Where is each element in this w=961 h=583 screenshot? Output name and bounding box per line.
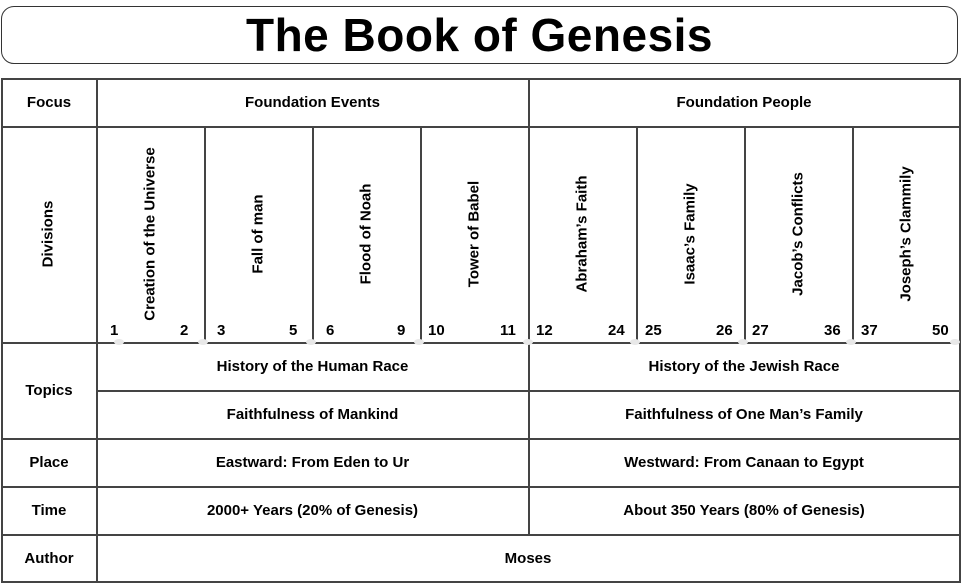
divider-dot — [630, 339, 640, 345]
table-bottom-border — [1, 581, 960, 583]
chapter-start-8: 37 — [861, 322, 878, 339]
division-name-8: Joseph’s Clammily — [897, 166, 915, 302]
row-label-focus: Focus — [26, 93, 72, 111]
divider-dot — [846, 339, 856, 345]
divider-dot — [414, 339, 424, 345]
place-right: Westward: From Canaan to Egypt — [624, 453, 864, 471]
division-name-5: Abraham’s Faith — [573, 175, 591, 293]
division-name-6: Isaac’s Family — [681, 183, 699, 285]
focus-left: Foundation Events — [245, 93, 380, 111]
table-right-border — [959, 78, 961, 583]
topics-right-1: History of the Jewish Race — [648, 357, 840, 375]
chapter-end-7: 36 — [824, 322, 841, 339]
division-divider-7 — [852, 126, 854, 342]
chapter-start-2: 3 — [217, 322, 226, 339]
time-left: 2000+ Years (20% of Genesis) — [206, 501, 419, 519]
divider-dot — [306, 339, 316, 345]
division-divider-3 — [420, 126, 422, 342]
row-divider-focus — [1, 126, 960, 128]
chapter-end-4: 11 — [500, 322, 516, 339]
focus-right: Foundation People — [676, 93, 812, 111]
divider-dot — [523, 339, 533, 345]
chapter-end-8: 50 — [932, 322, 949, 339]
division-name-4: Tower of Babel — [465, 180, 483, 288]
row-label-author: Author — [24, 549, 74, 567]
division-name-2: Fall of man — [249, 194, 267, 274]
division-divider-6 — [744, 126, 746, 342]
label-column-divider — [96, 78, 98, 583]
division-divider-2 — [312, 126, 314, 342]
chapter-end-3: 9 — [397, 322, 406, 339]
half-divider — [528, 78, 530, 534]
chapter-start-1: 1 — [110, 322, 119, 339]
topics-left-2: Faithfulness of Mankind — [226, 405, 399, 423]
row-label-divisions: Divisions — [39, 200, 57, 268]
page-title: The Book of Genesis — [245, 9, 714, 61]
chapter-start-6: 25 — [645, 322, 662, 339]
chapter-start-3: 6 — [326, 322, 335, 339]
divider-dot — [738, 339, 748, 345]
topics-right-2: Faithfulness of One Man’s Family — [625, 405, 863, 423]
row-divider-place — [1, 486, 960, 488]
divider-dot — [114, 339, 124, 345]
row-divider-divisions — [1, 342, 960, 344]
time-right: About 350 Years (80% of Genesis) — [623, 501, 865, 519]
table-left-border — [1, 78, 3, 583]
author-value: Moses — [504, 549, 552, 567]
division-name-7: Jacob’s Conflicts — [789, 172, 807, 296]
table-top-border — [1, 78, 960, 80]
chapter-end-2: 5 — [289, 322, 298, 339]
row-label-topics: Topics — [25, 381, 73, 399]
divider-dot — [950, 339, 960, 345]
division-divider-5 — [636, 126, 638, 342]
title-banner: The Book of Genesis — [1, 6, 958, 64]
division-divider-1 — [204, 126, 206, 342]
chapter-end-1: 2 — [180, 322, 189, 339]
chapter-end-5: 24 — [608, 322, 625, 339]
chapter-end-6: 26 — [716, 322, 733, 339]
chapter-start-4: 10 — [428, 322, 445, 339]
topics-left-1: History of the Human Race — [216, 357, 409, 375]
division-name-3: Flood of Noah — [357, 183, 375, 285]
chapter-start-5: 12 — [536, 322, 553, 339]
divider-dot — [198, 339, 208, 345]
division-name-1: Creation of the Universe — [141, 147, 159, 321]
row-label-time: Time — [31, 501, 67, 519]
row-label-place: Place — [29, 453, 69, 471]
chapter-start-7: 27 — [752, 322, 769, 339]
place-left: Eastward: From Eden to Ur — [215, 453, 410, 471]
row-divider-time — [1, 534, 960, 536]
row-divider-topics — [1, 438, 960, 440]
